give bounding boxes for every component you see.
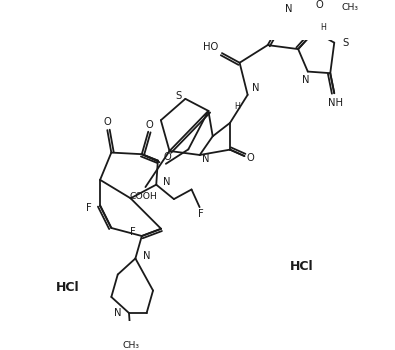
Text: O: O — [315, 0, 323, 10]
Text: HO: HO — [203, 42, 218, 52]
Text: HCl: HCl — [290, 260, 314, 273]
Text: F: F — [130, 227, 135, 237]
Text: O: O — [146, 119, 154, 130]
Text: S: S — [342, 38, 348, 48]
Text: H: H — [321, 23, 327, 32]
Text: CH₃: CH₃ — [122, 341, 139, 350]
Text: S: S — [176, 91, 182, 101]
Text: N: N — [252, 83, 259, 93]
Text: NH: NH — [328, 98, 343, 108]
Text: HCl: HCl — [56, 281, 79, 294]
Text: N: N — [303, 75, 310, 85]
Text: CH₃: CH₃ — [342, 3, 359, 12]
Text: H: H — [234, 102, 240, 111]
Text: N: N — [114, 308, 122, 318]
Text: N: N — [164, 177, 171, 187]
Text: O: O — [247, 153, 255, 163]
Text: COOH: COOH — [129, 192, 157, 201]
Text: O: O — [103, 117, 111, 127]
Text: F: F — [198, 209, 204, 219]
Text: O: O — [164, 152, 171, 162]
Text: N: N — [143, 251, 150, 261]
Text: N: N — [285, 4, 293, 14]
Text: N: N — [202, 154, 210, 164]
Text: F: F — [87, 203, 92, 213]
